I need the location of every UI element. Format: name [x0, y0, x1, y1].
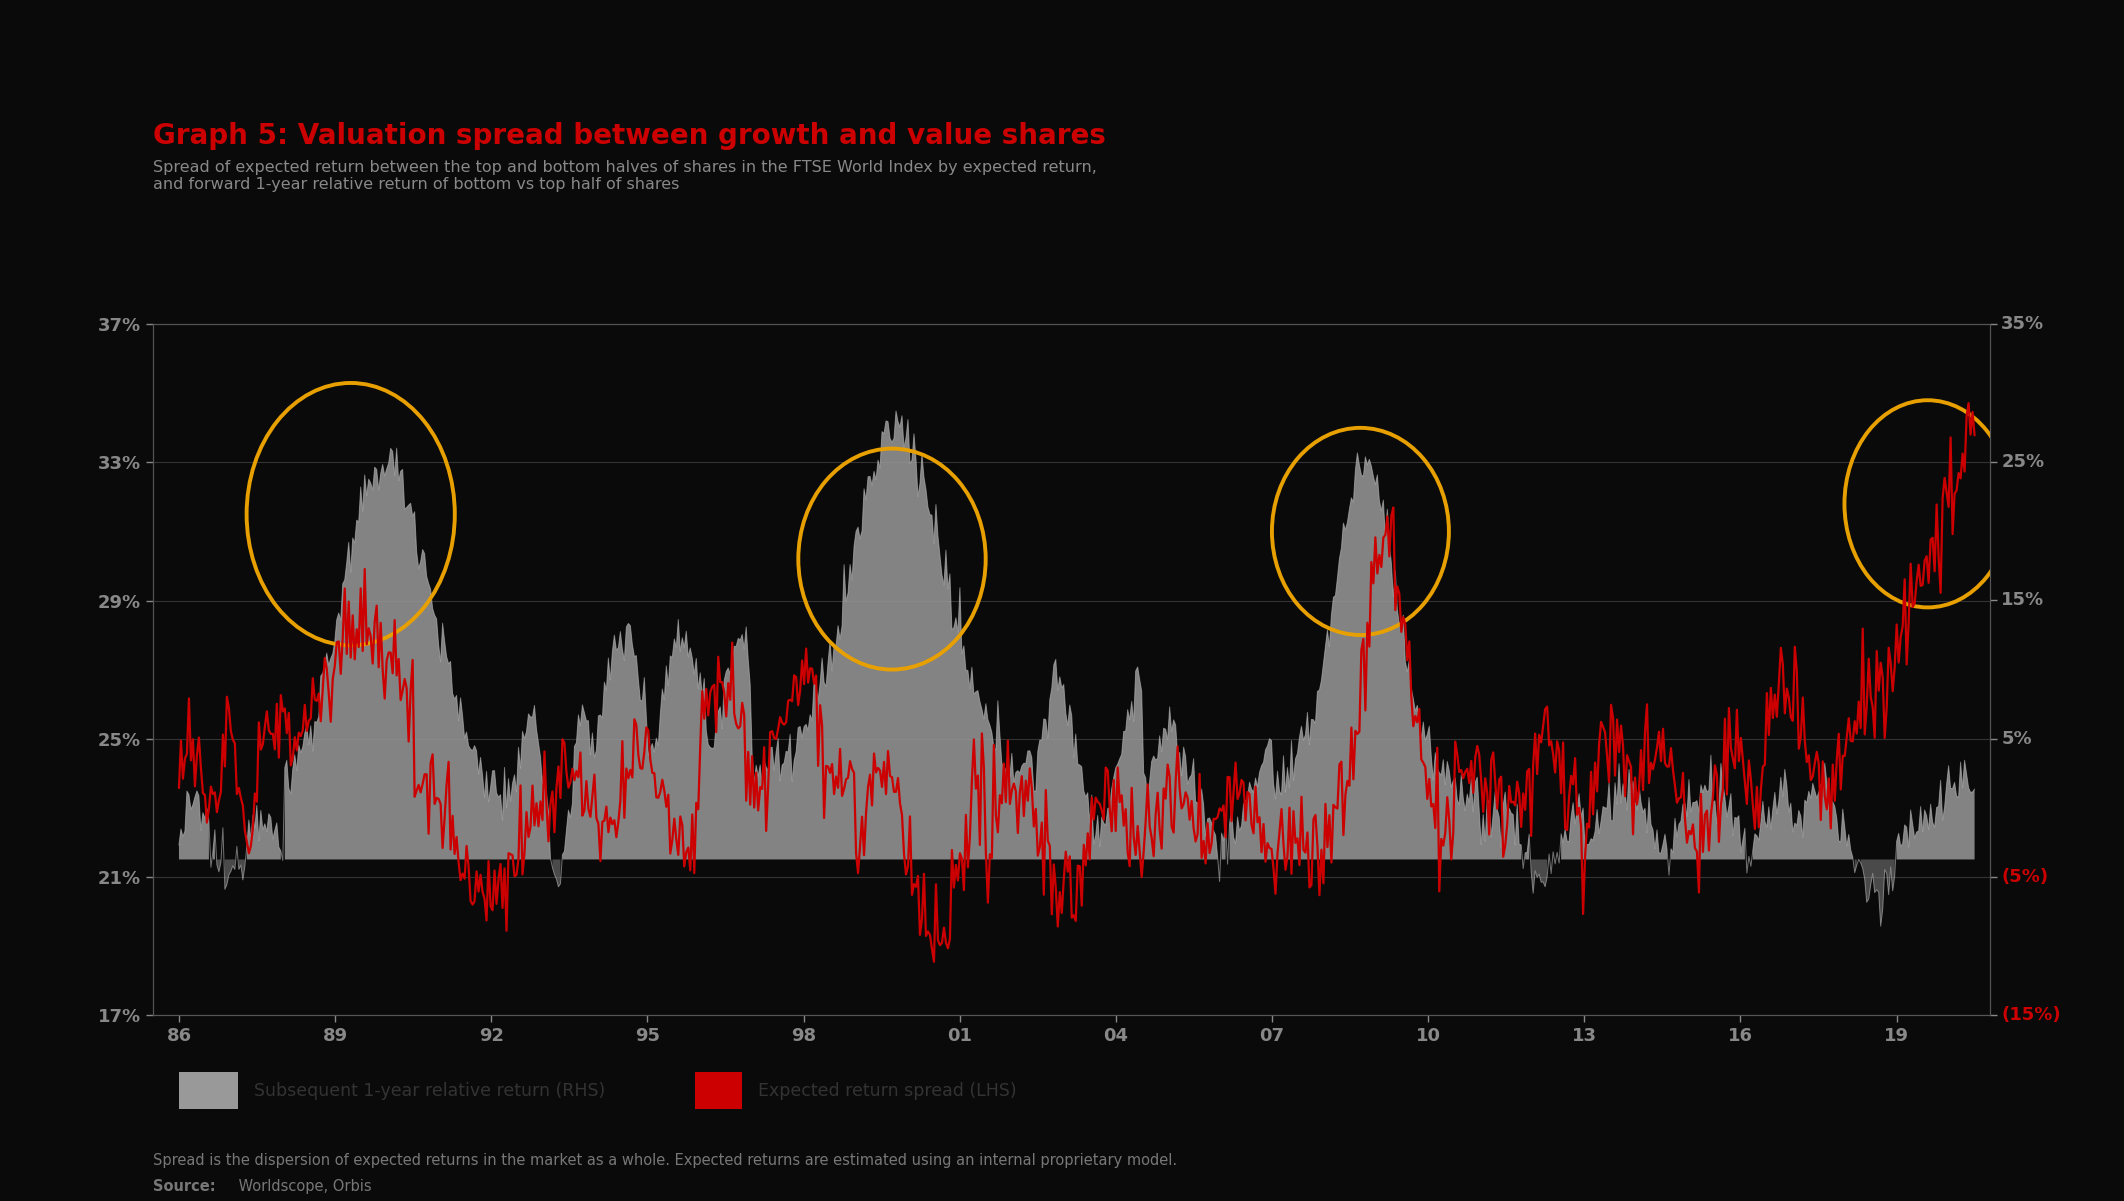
Bar [178, 1072, 238, 1109]
Text: Spread is the dispersion of expected returns in the market as a whole. Expected : Spread is the dispersion of expected ret… [153, 1153, 1177, 1167]
Text: (15%): (15%) [2001, 1006, 2060, 1023]
Text: 25%: 25% [2001, 454, 2045, 471]
Text: (5%): (5%) [2001, 868, 2048, 885]
Text: Graph 5: Valuation spread between growth and value shares: Graph 5: Valuation spread between growth… [153, 123, 1107, 150]
Text: Spread of expected return between the top and bottom halves of shares in the FTS: Spread of expected return between the to… [153, 160, 1096, 192]
Text: Worldscope, Orbis: Worldscope, Orbis [234, 1179, 372, 1194]
Text: 35%: 35% [2001, 316, 2045, 333]
Text: 15%: 15% [2001, 592, 2045, 609]
Text: 5%: 5% [2001, 730, 2033, 747]
Text: Expected return spread (LHS): Expected return spread (LHS) [758, 1082, 1017, 1099]
Bar [695, 1072, 743, 1109]
Text: Subsequent 1-year relative return (RHS): Subsequent 1-year relative return (RHS) [253, 1082, 605, 1099]
Text: Source:: Source: [153, 1179, 215, 1194]
